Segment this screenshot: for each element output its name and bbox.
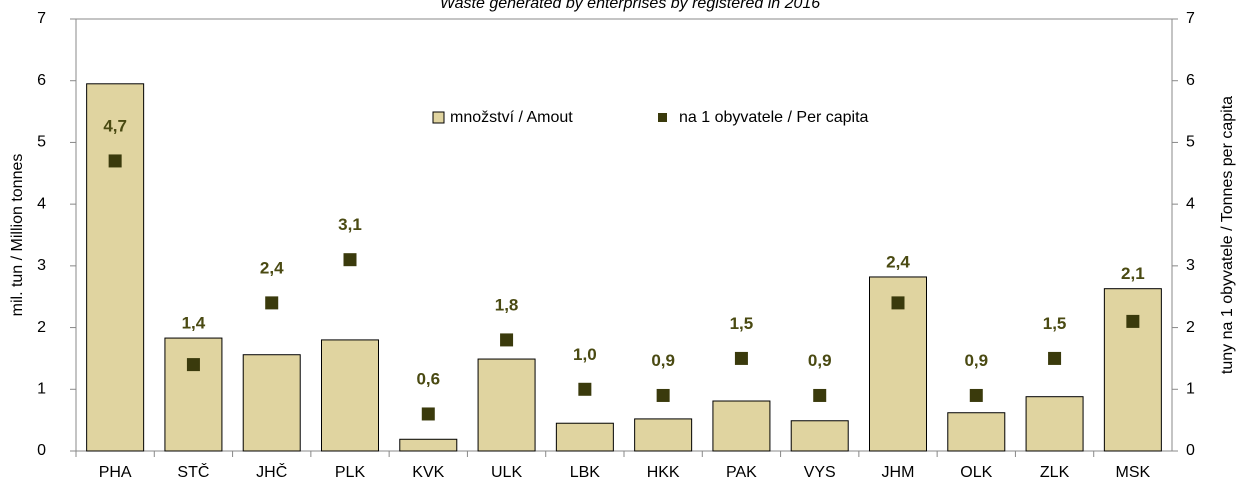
y2-tick-label: 3 [1186, 257, 1195, 274]
marker [1126, 314, 1140, 328]
x-tick-label: ULK [491, 464, 522, 481]
bar [555, 422, 614, 452]
y-tick-label: 3 [37, 257, 46, 274]
x-tick-label: HKK [647, 464, 680, 481]
bar [634, 418, 693, 452]
value-label: 1,5 [730, 314, 754, 333]
y-tick-label: 1 [37, 381, 46, 398]
y2-tick-label: 4 [1186, 195, 1195, 212]
x-tick-label: PLK [335, 464, 366, 481]
value-label: 2,4 [886, 252, 910, 271]
bar [86, 83, 145, 452]
value-label: 1,4 [182, 314, 206, 333]
x-tick-label: PHA [99, 464, 132, 481]
x-tick-label: JHM [882, 464, 915, 481]
marker [1048, 351, 1062, 365]
bar [399, 438, 458, 452]
marker [108, 154, 122, 168]
value-label: 3,1 [338, 215, 362, 234]
x-tick-label: OLK [960, 464, 992, 481]
y-tick-label: 5 [37, 134, 46, 151]
x-tick-label: LBK [570, 464, 601, 481]
value-label: 2,1 [1121, 264, 1145, 283]
marker [813, 388, 827, 402]
value-label: 0,6 [416, 369, 440, 388]
y-tick-label: 7 [37, 10, 46, 27]
bar [1103, 288, 1162, 452]
value-label: 1,5 [1043, 314, 1067, 333]
bar [712, 400, 771, 452]
x-tick-label: PAK [726, 464, 757, 481]
y2-tick-label: 5 [1186, 134, 1195, 151]
y-tick-label: 0 [37, 442, 46, 459]
legend-swatch [432, 111, 445, 124]
value-label: 4,7 [103, 116, 127, 135]
marker [656, 388, 670, 402]
x-tick-label: MSK [1116, 464, 1151, 481]
y-tick-label: 2 [37, 319, 46, 336]
y2-tick-label: 6 [1186, 72, 1195, 89]
y2-axis-title: tuny na 1 obyvatele / Tonnes per capita [1219, 96, 1236, 374]
x-tick-label: KVK [412, 464, 444, 481]
bar [1025, 396, 1084, 452]
y-axis-title: mil. tun / Million tonnes [9, 154, 26, 317]
y2-tick-label: 1 [1186, 381, 1195, 398]
bar [321, 339, 379, 452]
marker [969, 388, 983, 402]
x-tick-label: ZLK [1040, 464, 1070, 481]
value-label: 1,8 [495, 295, 519, 314]
marker [578, 382, 592, 396]
y-tick-label: 6 [37, 72, 46, 89]
marker [343, 253, 357, 267]
legend-swatch [658, 113, 667, 122]
value-label: 2,4 [260, 258, 284, 277]
chart-title: Waste generated by enterprises by regist… [440, 0, 820, 12]
value-label: 1,0 [573, 345, 597, 364]
bar [947, 412, 1006, 452]
x-tick-label: STČ [177, 462, 209, 481]
bar [164, 337, 223, 452]
y2-tick-label: 2 [1186, 319, 1195, 336]
plot-frame [75, 18, 1173, 452]
bar [242, 354, 301, 452]
y2-tick-label: 7 [1186, 10, 1195, 27]
y-tick-label: 4 [37, 195, 46, 212]
marker [265, 296, 279, 310]
value-label: 0,9 [964, 351, 988, 370]
value-label: 0,9 [808, 351, 832, 370]
marker [421, 407, 435, 421]
marker [186, 358, 200, 372]
legend-label: na 1 obyvatele / Per capita [679, 109, 869, 126]
x-tick-label: VYS [804, 464, 836, 481]
marker [734, 351, 748, 365]
bar [477, 358, 536, 452]
bar [790, 420, 849, 452]
value-label: 0,9 [651, 351, 675, 370]
y2-tick-label: 0 [1186, 442, 1195, 459]
marker [891, 296, 905, 310]
x-tick-label: JHČ [256, 462, 287, 481]
legend-label: množství / Amout [450, 109, 573, 126]
marker [500, 333, 514, 347]
